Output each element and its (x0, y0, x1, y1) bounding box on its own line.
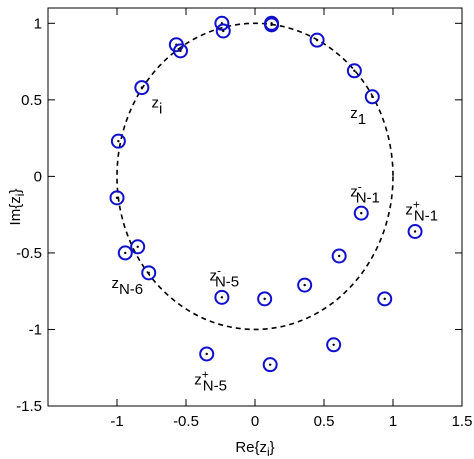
y-axis-label: Im{zi} (7, 189, 27, 226)
data-point (364, 89, 380, 105)
point-annotation: z-N-1 (350, 179, 380, 206)
data-point (141, 265, 157, 281)
data-point (297, 277, 313, 293)
y-tick-label: 1 (34, 15, 42, 32)
data-point (257, 291, 273, 307)
data-point (346, 63, 362, 79)
point-annotation: zi (152, 95, 163, 118)
data-point (172, 43, 188, 59)
x-tick-label: 0 (251, 413, 259, 430)
data-point (262, 357, 278, 373)
data-point (407, 223, 423, 239)
data-point (377, 291, 393, 307)
axis-ticks (48, 8, 463, 407)
y-tick-label: -1.5 (16, 398, 42, 415)
y-tick-label: -0.5 (16, 245, 42, 262)
data-point (214, 289, 230, 305)
data-point (134, 80, 150, 96)
data-point (326, 337, 342, 353)
data-point (309, 32, 325, 48)
point-annotation: zN-6 (111, 275, 143, 298)
x-tick-label: 1.5 (452, 413, 473, 430)
x-tick-label: 1 (389, 413, 397, 430)
axis-tick-labels: -1 -0.5 0 0.5 1 1.5 -1.5 -1 -0.5 0 0.5 1 (16, 15, 472, 430)
y-tick-label: 0.5 (21, 92, 42, 109)
y-tick-label: -1 (29, 321, 42, 338)
point-annotation: z+ N-5 (194, 368, 227, 395)
unit-circle (116, 22, 394, 331)
data-point (264, 15, 280, 31)
point-annotation: z-N-5 (209, 263, 239, 290)
data-point (353, 205, 369, 221)
data-point (199, 346, 215, 362)
x-tick-label: 0.5 (314, 413, 335, 430)
data-point (110, 133, 126, 149)
x-tick-label: -1 (110, 413, 123, 430)
y-tick-label: 0 (34, 168, 42, 185)
data-points (109, 15, 423, 373)
data-point (130, 239, 146, 255)
data-point (117, 245, 133, 261)
data-point (215, 23, 231, 39)
data-point (109, 190, 125, 206)
point-annotation: z+ N-1 (405, 198, 438, 225)
data-point (331, 248, 347, 264)
x-axis-label: Re{zi} (235, 439, 274, 459)
point-annotation: z1 (350, 105, 366, 128)
x-tick-label: -0.5 (173, 413, 199, 430)
point-annotations: zi z1 z-N-1 z+ N-1 z-N-5 zN-6 z+ N-5 (111, 95, 438, 395)
plot-frame (47, 7, 463, 407)
